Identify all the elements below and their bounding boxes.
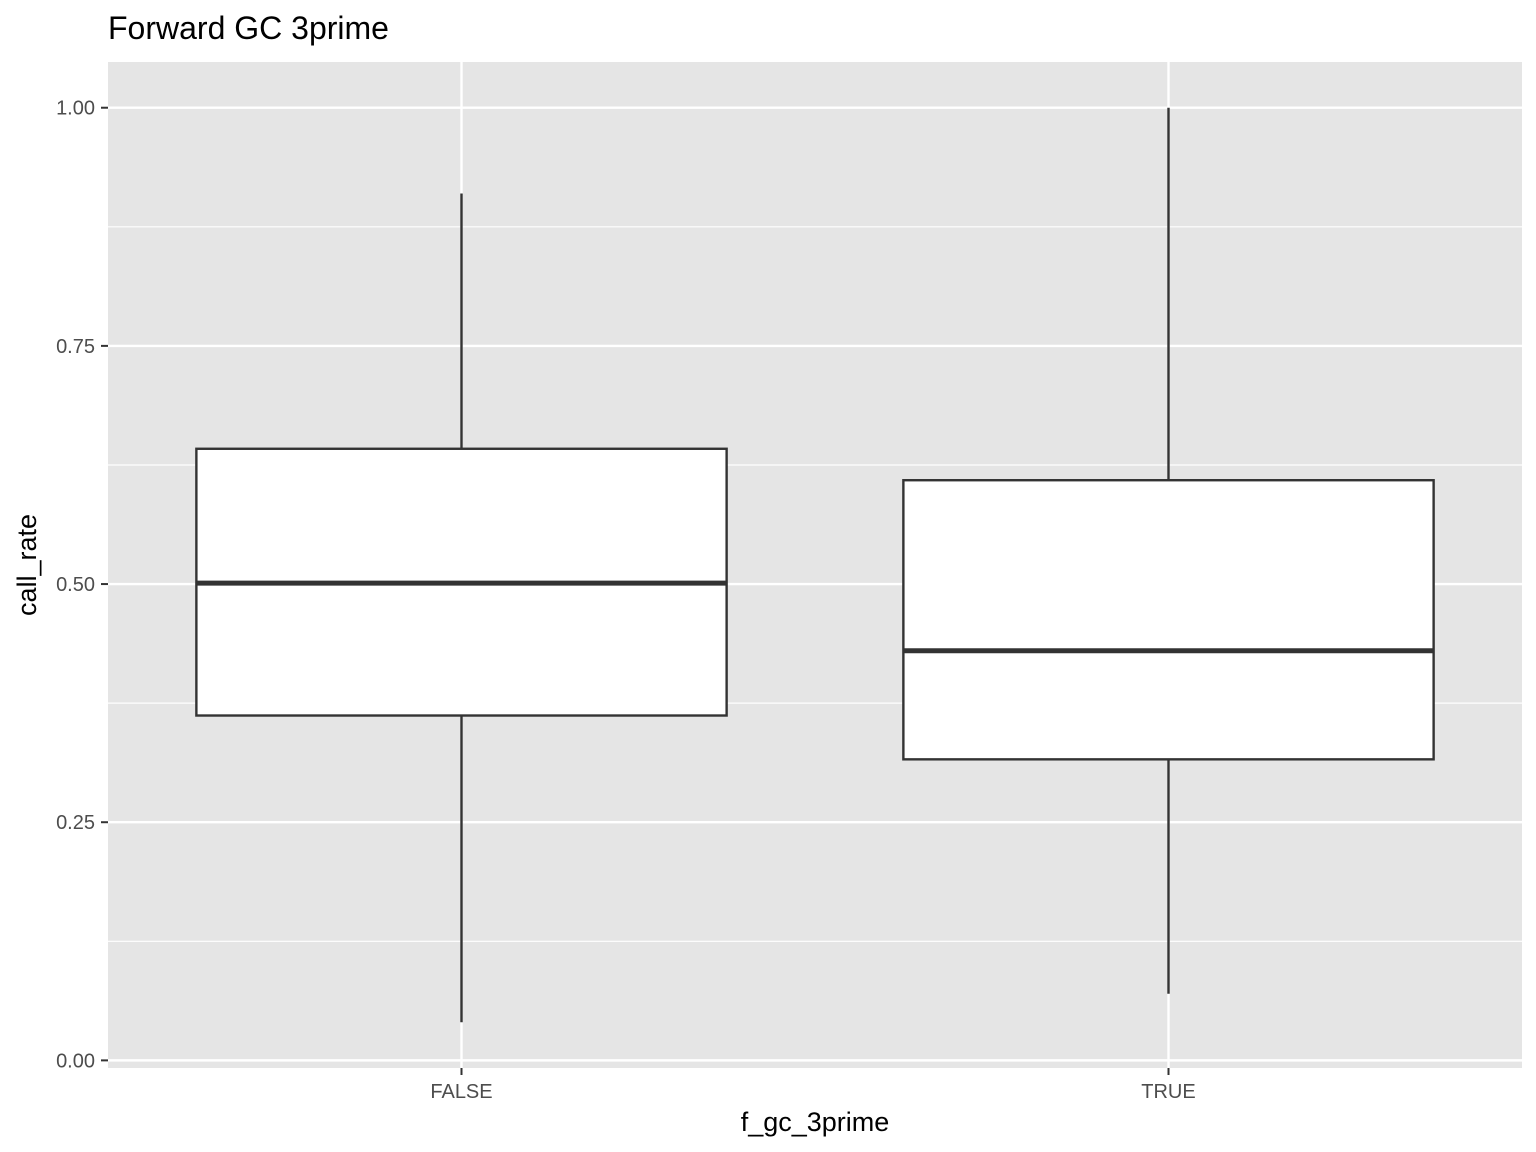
y-tick-label: 0.25 — [56, 812, 95, 834]
x-tick-label: FALSE — [430, 1081, 492, 1103]
y-axis-title: call_rate — [12, 514, 42, 616]
y-tick-label: 0.00 — [56, 1050, 95, 1072]
x-tick-label: TRUE — [1141, 1081, 1195, 1103]
y-tick-label: 0.75 — [56, 336, 95, 358]
axes: 0.00 0.25 0.50 0.75 1.00 FALSE TRUE — [56, 98, 1196, 1103]
chart-title: Forward GC 3prime — [108, 10, 389, 46]
box-false — [195, 193, 728, 1023]
y-tick-label: 0.50 — [56, 574, 95, 596]
y-tick-label: 1.00 — [56, 98, 95, 120]
boxes — [195, 107, 1435, 1023]
x-axis-title: f_gc_3prime — [741, 1107, 890, 1137]
box-true — [902, 107, 1435, 994]
box-body — [902, 479, 1435, 761]
